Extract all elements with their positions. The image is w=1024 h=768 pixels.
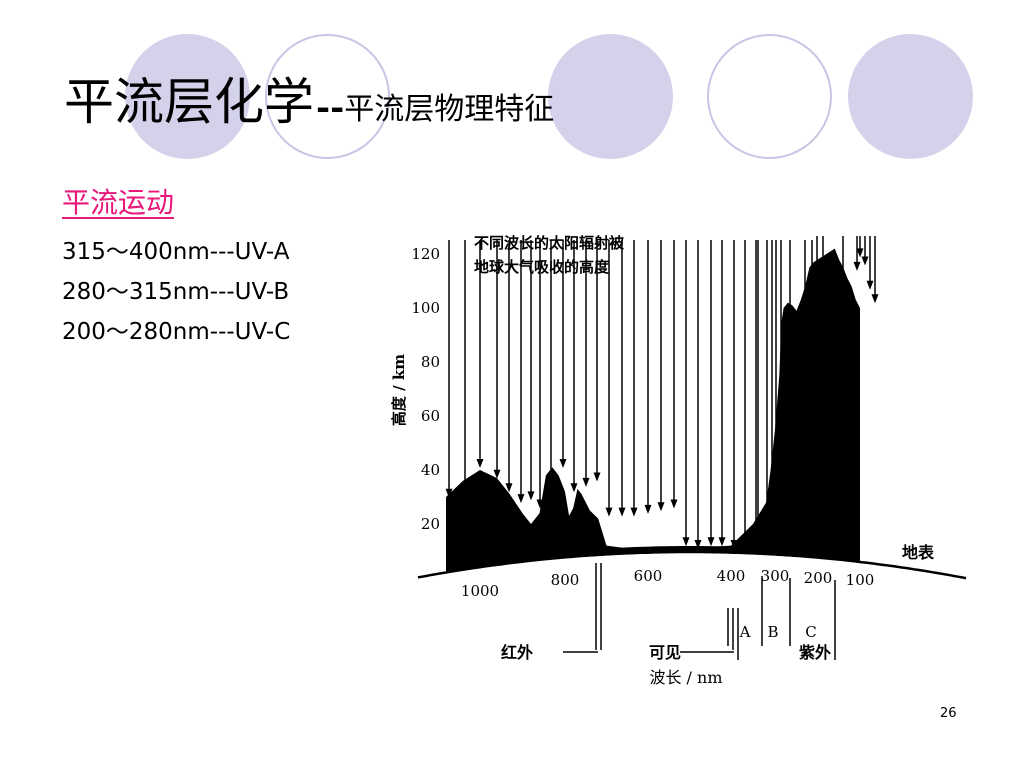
infrared-label: 红外 [501, 643, 533, 662]
x-tick-label: 300 [761, 567, 790, 585]
x-tick-label: 800 [551, 571, 580, 589]
absorption-arrow-head [559, 459, 567, 468]
absorption-arrow-head [861, 256, 869, 266]
absorption-arrow-head [582, 477, 590, 487]
uv-range-c: 200～280nm---UV-C [62, 319, 291, 345]
uv-range-list: 315～400nm---UV-A 280～315nm---UV-B 200～28… [62, 232, 290, 352]
absorption-arrow-head [694, 540, 702, 549]
decorative-circle [707, 34, 832, 159]
title-main: 平流层化学 [64, 73, 314, 131]
uv-range-a: 315～400nm---UV-A [62, 239, 290, 265]
annotation: 不同波长的太阳辐射被 地球大气吸收的高度 [474, 234, 625, 276]
x-tick-label: 1000 [461, 582, 499, 600]
ground-band [596, 546, 755, 555]
uv-range-b: 280～315nm---UV-B [62, 279, 290, 305]
absorption-arrow-head [644, 504, 652, 514]
x-axis-label: 波长 / nm [649, 668, 722, 687]
y-tick-label: 80 [421, 353, 440, 371]
absorption-area [446, 248, 860, 573]
y-tick-label: 40 [421, 461, 440, 479]
absorption-arrow-head [605, 507, 613, 517]
y-axis-label: 高度 / km [390, 354, 408, 426]
x-axis-ticks: 1000 800 600 400 300 200 100 [461, 567, 874, 600]
absorption-arrow-head [630, 507, 638, 517]
title-separator: -- [316, 88, 345, 128]
absorption-arrow-head [517, 494, 525, 504]
uv-c-label: C [805, 623, 816, 641]
annotation-line: 地球大气吸收的高度 [474, 258, 610, 276]
uv-b-label: B [767, 623, 778, 641]
absorption-arrow-head [853, 261, 861, 271]
decorative-circle [265, 34, 390, 159]
absorption-arrow-head [657, 502, 665, 512]
slide-title: 平流层化学--平流层物理特征 [64, 62, 554, 134]
decorative-circle [125, 34, 250, 159]
y-tick-label: 100 [411, 299, 440, 317]
decorative-circle [548, 34, 673, 159]
absorption-arrow-head [476, 459, 484, 468]
absorption-arrow-head [856, 248, 864, 258]
absorption-arrow-head [527, 491, 535, 501]
absorption-arrow-head [670, 499, 678, 509]
absorption-arrow-head [718, 537, 726, 547]
absorption-arrow-head [570, 483, 578, 493]
absorption-arrow-head [618, 507, 626, 517]
y-tick-label: 60 [421, 407, 440, 425]
decorative-circle [848, 34, 973, 159]
absorption-arrow-head [593, 472, 601, 482]
page-number: 26 [940, 706, 957, 721]
annotation-line: 不同波长的太阳辐射被 [474, 234, 625, 252]
absorption-arrow-head [445, 488, 453, 498]
absorption-arrow-head [866, 280, 874, 290]
absorption-arrow-head [493, 469, 501, 479]
region-bracket-lines [563, 563, 836, 660]
y-tick-label: 120 [411, 245, 440, 263]
title-sub: 平流层物理特征 [344, 92, 555, 127]
absorption-arrow-head [682, 537, 690, 547]
absorption-arrow-head [871, 294, 879, 304]
x-tick-label: 400 [717, 567, 746, 585]
x-tick-label: 200 [804, 569, 833, 587]
region-labels: 红外 可见 紫外 A B C 波长 / nm [501, 623, 831, 687]
y-tick-label: 20 [421, 515, 440, 533]
visible-label: 可见 [649, 643, 681, 662]
section-subtitle: 平流运动 [62, 186, 175, 219]
absorption-arrow-head [505, 483, 513, 493]
uv-label: 紫外 [799, 643, 831, 662]
ground-label: 地表 [902, 543, 935, 562]
x-tick-label: 100 [846, 571, 875, 589]
x-tick-label: 600 [634, 567, 663, 585]
absorption-arrow-head [707, 537, 715, 547]
uv-a-label: A [739, 623, 751, 641]
y-axis-ticks: 120 100 80 60 40 20 [411, 245, 440, 533]
